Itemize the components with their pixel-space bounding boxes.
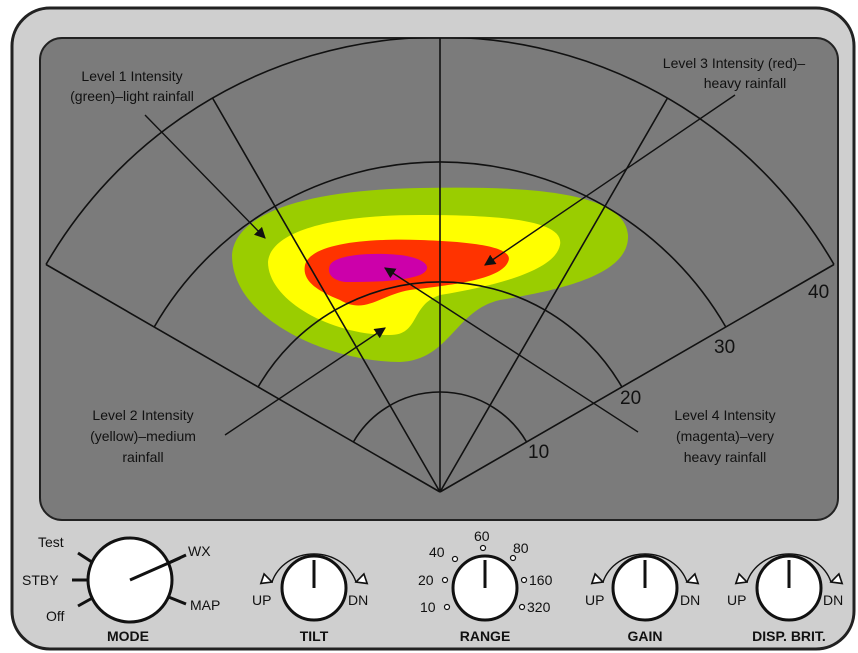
knob-direction: DN bbox=[823, 592, 843, 608]
control-label: MODE bbox=[107, 628, 149, 644]
annotation: rainfall bbox=[122, 449, 163, 465]
knob-direction: UP bbox=[727, 592, 746, 608]
knob-position: MAP bbox=[190, 597, 220, 613]
control-label: GAIN bbox=[628, 628, 663, 644]
control-label: RANGE bbox=[460, 628, 511, 644]
knob-direction: DN bbox=[348, 592, 368, 608]
adjust-arrow bbox=[272, 553, 356, 582]
range-setting: 60 bbox=[474, 528, 490, 544]
adjust-arrow bbox=[747, 553, 831, 582]
annotation: Level 3 Intensity (red)– bbox=[663, 55, 806, 71]
pointer-arrow bbox=[484, 94, 736, 266]
range-label: 40 bbox=[808, 282, 829, 303]
knob-position: STBY bbox=[22, 572, 59, 588]
adjust-arrow bbox=[603, 553, 687, 582]
range-setting: 80 bbox=[513, 540, 529, 556]
range-setting: 10 bbox=[420, 599, 436, 615]
azimuth-lines bbox=[45, 38, 835, 493]
knob-direction: DN bbox=[680, 592, 700, 608]
range-ring bbox=[45, 38, 835, 265]
annotation: Level 1 Intensity bbox=[81, 68, 182, 84]
pointer-arrow bbox=[224, 327, 386, 436]
annotation: Level 4 Intensity bbox=[674, 407, 775, 423]
annotation: heavy rainfall bbox=[704, 75, 787, 91]
annotation: heavy rainfall bbox=[684, 449, 767, 465]
range-label: 10 bbox=[528, 442, 549, 463]
annotation: Level 2 Intensity bbox=[92, 407, 193, 423]
range-setting: 320 bbox=[527, 599, 551, 615]
control-label: TILT bbox=[300, 628, 329, 644]
annotation: (green)–light rainfall bbox=[70, 88, 194, 104]
range-detents bbox=[441, 544, 528, 611]
control-label: DISP. BRIT. bbox=[752, 628, 826, 644]
level-4-area bbox=[328, 253, 428, 282]
annotation: (magenta)–very bbox=[676, 428, 774, 444]
range-label: 30 bbox=[714, 337, 735, 358]
knob-position: WX bbox=[188, 543, 211, 559]
knob-position: Off bbox=[46, 608, 65, 624]
range-setting: 40 bbox=[429, 544, 445, 560]
knob-direction: UP bbox=[252, 592, 271, 608]
knob-position: Test bbox=[38, 534, 64, 550]
knob-pointer bbox=[129, 556, 181, 582]
knob-direction: UP bbox=[585, 592, 604, 608]
mode-detents bbox=[72, 551, 187, 608]
radar-display bbox=[45, 38, 835, 493]
pointer-arrow bbox=[144, 114, 266, 239]
pointer-arrow bbox=[384, 267, 639, 433]
range-setting: 160 bbox=[529, 572, 553, 588]
annotation: (yellow)–medium bbox=[90, 428, 196, 444]
range-setting: 20 bbox=[418, 572, 434, 588]
range-label: 20 bbox=[620, 388, 641, 409]
